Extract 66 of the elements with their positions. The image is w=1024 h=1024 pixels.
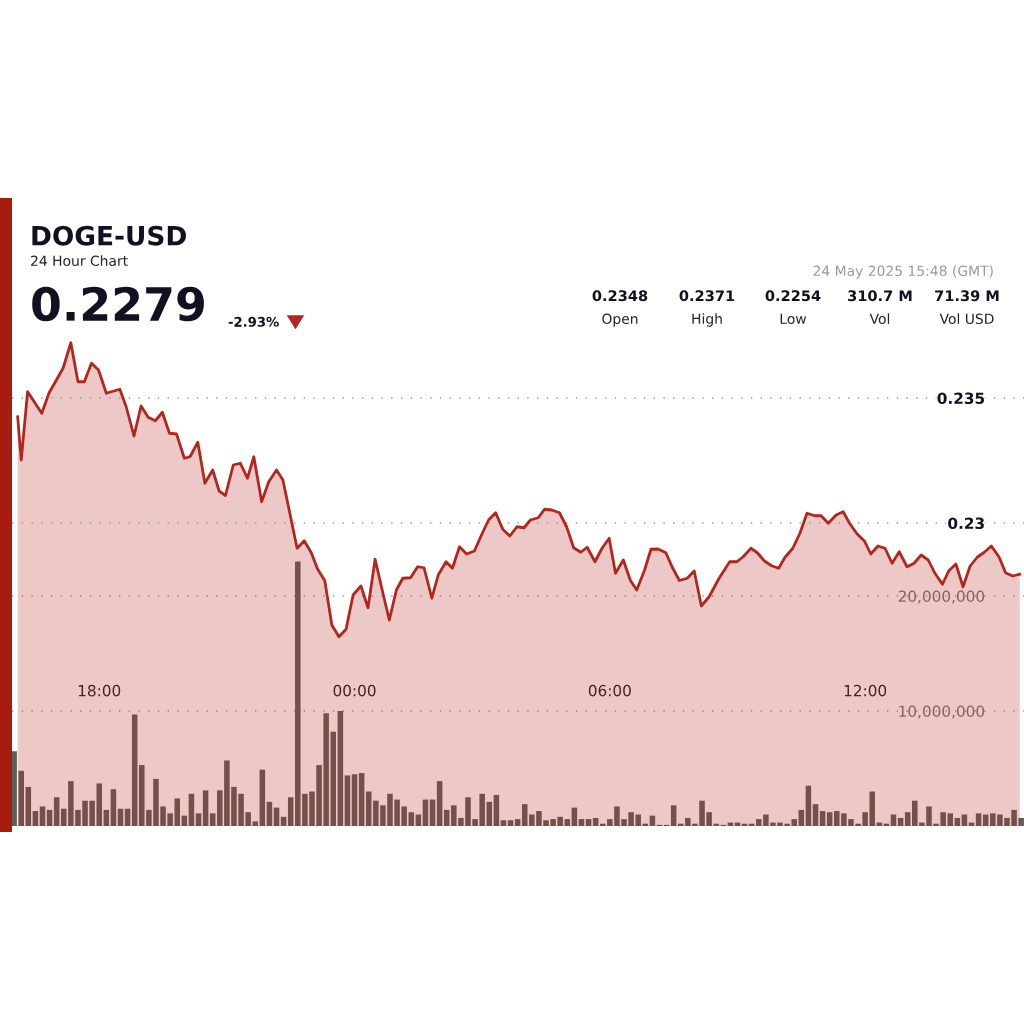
bar	[259, 769, 266, 826]
y2-tick-label: 10,000,000	[899, 705, 985, 719]
bar	[904, 812, 911, 826]
bar	[805, 785, 812, 826]
text: 0.2254	[765, 290, 821, 302]
bar	[337, 711, 344, 826]
text: Vol	[869, 313, 890, 325]
bar	[188, 793, 195, 826]
text: -2.93%	[228, 316, 279, 327]
bar	[670, 805, 677, 826]
bar	[982, 814, 989, 826]
bar	[365, 791, 372, 826]
bar	[408, 812, 415, 826]
x-tick-label: 12:00	[844, 684, 887, 697]
x-tick-label: 06:00	[588, 684, 631, 697]
bar	[32, 811, 39, 826]
bar	[493, 794, 500, 826]
bar	[358, 773, 365, 826]
bar	[890, 814, 897, 826]
bar	[443, 809, 450, 826]
bar	[585, 819, 592, 826]
text: Open	[602, 313, 638, 327]
bar	[202, 790, 209, 826]
bar	[564, 819, 571, 826]
text: 24 May 2025 15:48 (GMT)	[813, 265, 993, 279]
bar	[25, 786, 32, 826]
bar	[486, 801, 493, 826]
chart-title: DOGE-USD	[32, 225, 186, 246]
text: 0.2348	[592, 290, 648, 302]
bar	[500, 820, 507, 826]
text: 0.2371	[679, 290, 735, 302]
x-tick-label: 00:00	[333, 684, 376, 697]
bar	[266, 801, 273, 826]
bar	[53, 797, 60, 826]
bar	[798, 809, 805, 826]
bar	[436, 781, 443, 826]
bar	[46, 809, 53, 826]
bar	[819, 811, 826, 826]
bar	[344, 775, 351, 826]
text: Low	[780, 313, 807, 325]
bar	[415, 814, 422, 826]
text: High	[692, 313, 722, 327]
bar	[39, 806, 46, 826]
bar	[209, 813, 216, 826]
bar	[961, 814, 968, 826]
bar	[195, 813, 202, 826]
bar	[110, 789, 117, 826]
bar	[975, 813, 982, 826]
text: 71.39 M	[935, 290, 999, 302]
bar	[514, 819, 521, 826]
x-tick-label: 18:00	[78, 684, 121, 697]
bar	[812, 804, 819, 826]
bar	[103, 809, 110, 826]
y-tick-label: 0.23	[948, 517, 984, 530]
bar	[507, 820, 514, 826]
text: 310.7 M	[848, 290, 912, 302]
chart-subtitle: 24 Hour Chart	[31, 255, 128, 267]
bar	[287, 797, 294, 826]
bar	[578, 819, 585, 826]
text: 0.2279	[32, 286, 204, 322]
y2-tick-label: 20,000,000	[898, 590, 985, 604]
text: Vol USD	[939, 313, 994, 325]
bar	[351, 774, 358, 826]
bar	[826, 812, 833, 826]
y-tick-label: 0.235	[937, 392, 985, 405]
bar	[131, 714, 138, 826]
